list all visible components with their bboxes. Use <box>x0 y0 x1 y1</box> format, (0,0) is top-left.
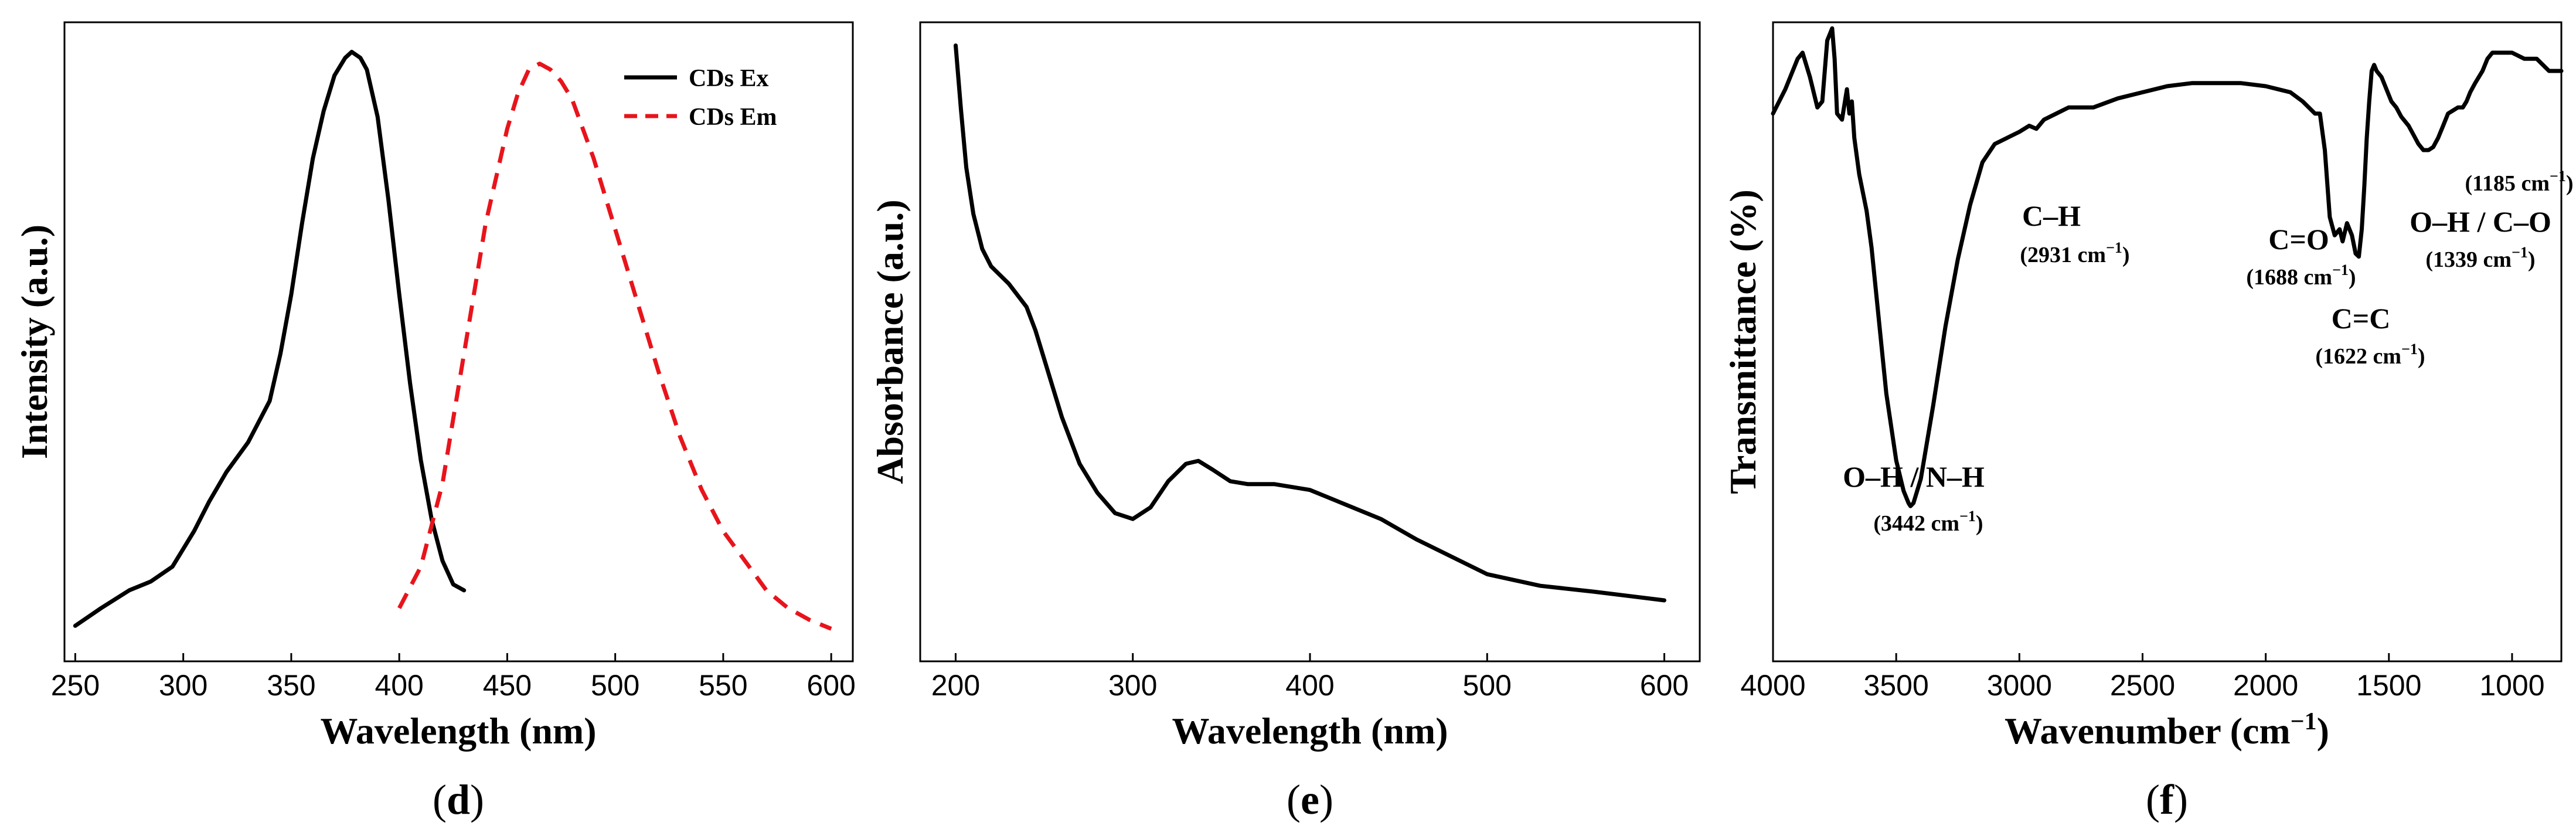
panel-f: 4000 3500 3000 2500 2000 1500 1000 O–H / N–H (… <box>1722 21 2574 823</box>
annot-co-wn-main: (1688 cm <box>2246 265 2332 290</box>
panel-d-label-letter: d <box>447 776 470 823</box>
panel-e-x-ticks: 200 300 400 500 600 <box>931 653 1689 702</box>
panel-f-label-close: ) <box>2174 776 2188 823</box>
annot-ohco-wn-sup: −1 <box>2512 244 2528 261</box>
annot-oh-nh-wn-main: (3442 cm <box>1873 511 1959 536</box>
panel-e-label-letter: e <box>1301 776 1319 823</box>
panel-f-x-title: Wavenumber (cm−1) <box>2005 708 2329 752</box>
panel-f-x-tick-label-4000: 4000 <box>1740 669 1805 702</box>
panel-e-x-title: Wavelength (nm) <box>1172 710 1448 752</box>
panel-e-x-tick-label-300: 300 <box>1108 669 1157 702</box>
annot-cc-wn: (1622 cm−1) <box>2315 341 2425 369</box>
annot-co-wn-close: ) <box>2349 265 2356 290</box>
panel-f-x-title-main: Wavenumber (cm <box>2005 710 2291 752</box>
panel-d-x-tick-label-350: 350 <box>267 669 315 702</box>
annot-cc-wn-close: ) <box>2418 344 2425 369</box>
annot-ohco-label: O–H / C–O <box>2410 205 2551 238</box>
panel-f-x-ticks: 4000 3500 3000 2500 2000 1500 1000 <box>1740 653 2545 702</box>
panel-d-label-close: ) <box>470 776 484 823</box>
panel-f-x-title-sup: −1 <box>2291 708 2317 735</box>
annot-1185-wn: (1185 cm−1) <box>2465 168 2573 196</box>
panel-f-x-tick-label-2500: 2500 <box>2110 669 2175 702</box>
panel-d-x-title: Wavelength (nm) <box>320 710 596 752</box>
annot-oh-nh-wn-sup: −1 <box>1959 508 1976 525</box>
panel-f-x-tick-label-1500: 1500 <box>2356 669 2421 702</box>
panel-e-label-close: ) <box>1319 776 1333 823</box>
panel-e-series <box>954 43 1666 603</box>
panel-d-legend: CDs Ex CDs Em <box>624 65 777 131</box>
annot-ch-wn: (2931 cm−1) <box>2020 239 2129 267</box>
annot-cc-wn-main: (1622 cm <box>2315 344 2401 369</box>
annot-ch-wn-sup: −1 <box>2106 239 2122 256</box>
panel-f-frame <box>1772 21 2563 662</box>
panel-d-x-ticks: 250 300 350 400 450 500 550 600 <box>51 653 856 702</box>
panel-f-label-open: ( <box>2146 776 2160 823</box>
panel-d-x-tick-label-500: 500 <box>591 669 639 702</box>
panel-e-x-tick-label-200: 200 <box>931 669 980 702</box>
annot-cc-label: C=C <box>2332 302 2391 335</box>
annot-co-wn-sup: −1 <box>2332 261 2349 278</box>
panel-d: 250 300 350 400 450 500 550 600 CDs Ex CDs Em W… <box>13 21 856 823</box>
panel-d-label: (d) <box>433 776 484 823</box>
panel-d-series <box>73 50 832 631</box>
panel-e-label-open: ( <box>1287 776 1301 823</box>
annot-oh-nh-wn: (3442 cm−1) <box>1873 508 1983 536</box>
panel-f-annotations: O–H / N–H (3442 cm−1) C–H (2931 cm−1) C=… <box>1843 168 2573 536</box>
panel-f-x-tick-label-2000: 2000 <box>2233 669 2298 702</box>
annot-ohco-wn-main: (1339 cm <box>2425 247 2512 272</box>
annot-ch-wn-close: ) <box>2122 243 2130 267</box>
annot-oh-nh-label: O–H / N–H <box>1843 460 1985 493</box>
panel-d-frame <box>63 21 854 662</box>
panel-d-series-cds-ex <box>73 50 467 628</box>
panel-d-label-open: ( <box>433 776 447 823</box>
legend-ex-label: CDs Ex <box>689 65 769 92</box>
panel-f-x-title-close: ) <box>2317 710 2329 752</box>
panel-d-x-tick-label-450: 450 <box>483 669 532 702</box>
annot-1185-wn-close: ) <box>2566 171 2574 196</box>
panel-f-label: (f) <box>2146 776 2188 823</box>
panel-f-series <box>1771 26 2564 508</box>
annot-ch-label: C–H <box>2022 199 2081 232</box>
legend-em-label: CDs Em <box>689 104 777 131</box>
panel-d-x-tick-label-250: 250 <box>51 669 100 702</box>
annot-ohco-wn-close: ) <box>2528 247 2536 272</box>
panel-e: 200 300 400 500 600 Wavelength (nm) Absorban… <box>869 21 1701 823</box>
panel-e-y-title: Absorbance (a.u.) <box>869 199 911 484</box>
annot-co-wn: (1688 cm−1) <box>2246 261 2356 290</box>
panel-d-x-tick-label-550: 550 <box>699 669 747 702</box>
annot-co-label: C=O <box>2268 223 2329 256</box>
panel-f-x-tick-label-1000: 1000 <box>2479 669 2544 702</box>
panel-e-x-tick-label-400: 400 <box>1285 669 1334 702</box>
panel-f-x-tick-label-3000: 3000 <box>1987 669 2052 702</box>
panel-d-x-tick-label-300: 300 <box>159 669 207 702</box>
panel-e-x-tick-label-600: 600 <box>1640 669 1689 702</box>
panel-d-x-tick-label-600: 600 <box>807 669 855 702</box>
panel-e-label: (e) <box>1287 776 1333 823</box>
panel-f-y-title: Transmittance (%) <box>1722 189 1764 494</box>
annot-ohco-wn: (1339 cm−1) <box>2425 244 2535 272</box>
panel-f-series-ftir <box>1771 26 2564 508</box>
panel-e-x-tick-label-500: 500 <box>1463 669 1512 702</box>
panel-e-series-absorbance <box>954 43 1666 603</box>
annot-ch-wn-main: (2931 cm <box>2020 243 2106 267</box>
panel-d-x-tick-label-400: 400 <box>375 669 423 702</box>
annot-oh-nh-wn-close: ) <box>1976 511 1983 536</box>
panel-f-label-letter: f <box>2160 776 2175 823</box>
panel-d-y-title: Intensity (a.u.) <box>13 225 55 459</box>
panel-f-x-tick-label-3500: 3500 <box>1864 669 1929 702</box>
annot-cc-wn-sup: −1 <box>2401 341 2418 358</box>
annot-1185-wn-sup: −1 <box>2550 168 2566 185</box>
annot-1185-wn-main: (1185 cm <box>2465 171 2550 196</box>
panel-d-series-cds-em <box>397 62 832 631</box>
